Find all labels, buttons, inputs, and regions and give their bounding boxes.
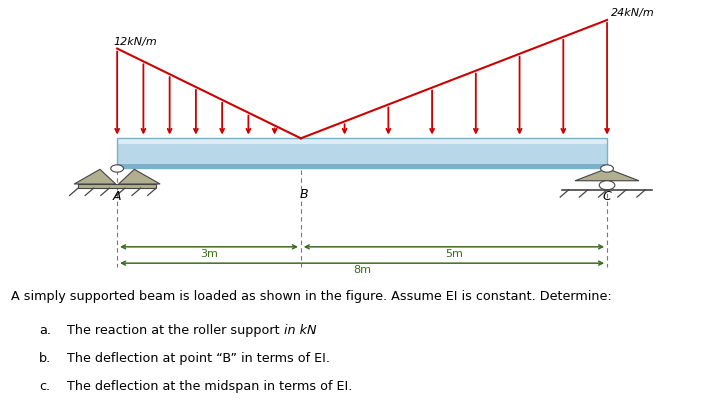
- Text: b.: b.: [39, 352, 51, 365]
- Text: A simply supported beam is loaded as shown in the figure. Assume EI is constant.: A simply supported beam is loaded as sho…: [11, 290, 611, 303]
- Text: .: .: [311, 324, 315, 337]
- Bar: [117, 164, 607, 168]
- Text: c.: c.: [39, 380, 50, 393]
- Bar: [117, 144, 607, 164]
- Text: in kN: in kN: [284, 324, 317, 337]
- Polygon shape: [75, 169, 116, 184]
- Text: 5m: 5m: [445, 249, 463, 259]
- Text: 24kN/m: 24kN/m: [611, 8, 655, 18]
- Polygon shape: [119, 169, 160, 184]
- Circle shape: [599, 181, 615, 190]
- Text: The deflection at point “B” in terms of EI.: The deflection at point “B” in terms of …: [67, 352, 330, 365]
- Circle shape: [111, 165, 124, 172]
- Text: 3m: 3m: [200, 249, 218, 259]
- Text: a.: a.: [39, 324, 51, 337]
- Bar: [117, 138, 607, 144]
- Polygon shape: [575, 169, 639, 181]
- Text: C: C: [603, 190, 611, 203]
- Text: 8m: 8m: [353, 265, 371, 275]
- Bar: [117, 138, 607, 168]
- Text: The reaction at the roller support: The reaction at the roller support: [67, 324, 284, 337]
- Text: The deflection at the midspan in terms of EI.: The deflection at the midspan in terms o…: [67, 380, 353, 393]
- Bar: [78, 184, 156, 188]
- Circle shape: [601, 165, 613, 172]
- Text: B: B: [300, 188, 309, 201]
- Text: A: A: [113, 190, 121, 203]
- Text: 12kN/m: 12kN/m: [114, 36, 158, 47]
